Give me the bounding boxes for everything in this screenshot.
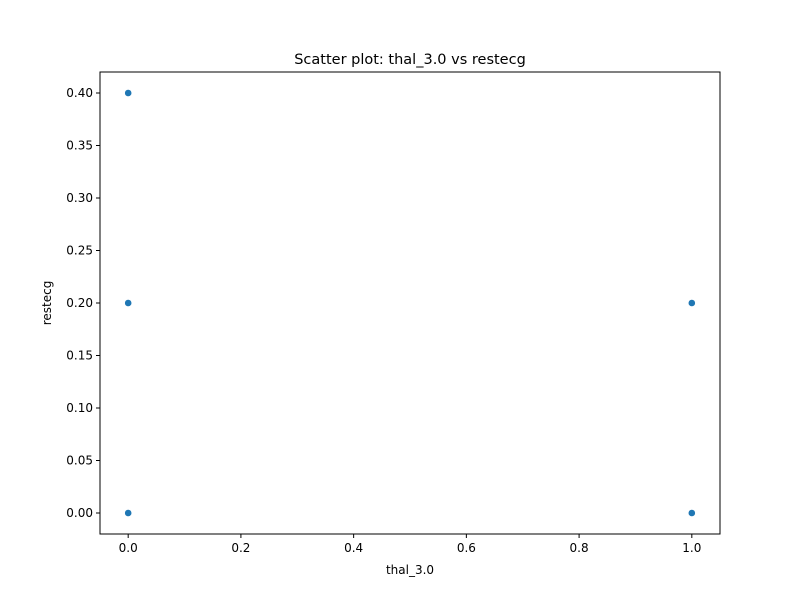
y-axis-ticks: 0.00 0.05 0.10 0.15 0.20 0.25 0.30 0.35 0.40: [66, 86, 100, 520]
scatter-point: [124, 509, 133, 517]
y-axis-label: restecg: [40, 281, 54, 326]
x-tick-label: 0.0: [119, 541, 138, 555]
chart-title: Scatter plot: thal_3.0 vs restecg: [294, 52, 526, 68]
y-tick-label: 0.40: [66, 86, 93, 100]
x-axis-ticks: 0.0 0.2 0.4 0.6 0.8 1.0: [119, 534, 701, 555]
scatter-point: [124, 89, 133, 97]
x-tick-label: 1.0: [682, 541, 701, 555]
y-tick-label: 0.30: [66, 191, 93, 205]
y-tick-label: 0.05: [66, 454, 93, 468]
scatter-point: [124, 299, 133, 307]
plot-area-frame: [99, 71, 721, 535]
x-tick-label: 0.2: [231, 541, 250, 555]
x-tick-label: 0.6: [457, 541, 476, 555]
x-axis-label: thal_3.0: [386, 563, 434, 577]
y-tick-label: 0.00: [66, 506, 93, 520]
y-tick-label: 0.15: [66, 349, 93, 363]
y-tick-label: 0.20: [66, 296, 93, 310]
x-tick-label: 0.8: [570, 541, 589, 555]
y-tick-label: 0.35: [66, 139, 93, 153]
y-tick-label: 0.10: [66, 401, 93, 415]
scatter-point: [687, 299, 696, 307]
data-points: [124, 89, 696, 517]
x-tick-label: 0.4: [344, 541, 363, 555]
y-tick-label: 0.25: [66, 244, 93, 258]
scatter-point: [687, 509, 696, 517]
